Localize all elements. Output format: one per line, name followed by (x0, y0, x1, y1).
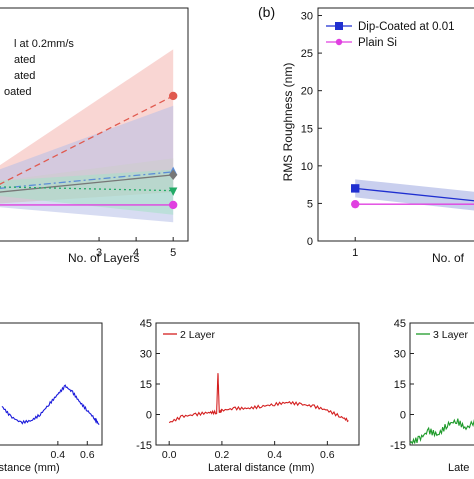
series-3-band (0, 169, 174, 215)
legend-label-2: ated (14, 70, 35, 82)
panel-b-xlabel: No. of (432, 251, 465, 265)
e-y-tick-label-0: -15 (390, 440, 406, 452)
series-b1-marker (351, 199, 360, 209)
legend-label-0: l at 0.2mm/s (14, 38, 74, 50)
panel-a: l at 0.2mm/s ated ated oated 3 4 5 No. of … (0, 7, 189, 265)
d-y-tick-label-0: -15 (136, 440, 152, 452)
d-y-tick-label-2: 15 (140, 379, 152, 391)
b-y-tick-label-5: 25 (301, 48, 313, 60)
series-4-marker (168, 200, 178, 210)
panel-b-letter: (b) (258, 4, 275, 20)
profile-c-line (1, 384, 100, 425)
legend-label-3layer: 3 Layer (433, 329, 469, 341)
b-y-tick-label-2: 10 (301, 161, 313, 173)
d-x-tick-label-0: 0.0 (162, 449, 177, 461)
panel-a-lines (0, 95, 174, 206)
b-y-tick-label-1: 5 (307, 198, 313, 210)
panel-d-ticks: -15 0 15 30 45 0.0 0.2 0.4 0.6 (136, 318, 335, 461)
panel-b-legend: Dip-Coated at 0.01 Plain Si (326, 21, 455, 49)
panel-d-frame (155, 322, 360, 446)
series-3-line (0, 186, 174, 192)
legend-marker-plain (335, 38, 343, 46)
series-1-line (0, 171, 174, 189)
d-y-tick-label-1: 0 (146, 410, 152, 422)
panel-e-frame (409, 322, 474, 446)
panel-a-xlabel: No. of Layers (68, 251, 139, 265)
e-y-tick-label-2: 15 (394, 379, 406, 391)
b-y-tick-label-3: 15 (301, 123, 313, 135)
x-tick-label-0: 3 (96, 247, 102, 259)
b-y-tick-label-6: 30 (301, 11, 313, 23)
legend-marker-dip (335, 22, 343, 30)
b-y-tick-label-4: 20 (301, 86, 313, 98)
d-x-tick-label-3: 0.6 (320, 449, 335, 461)
c-x-tick-label-1: 0.6 (80, 449, 95, 461)
panel-c-xlabel: distance (mm) (0, 462, 60, 474)
panel-e-xlabel: Late (448, 462, 469, 474)
panel-c-frame (0, 322, 103, 446)
x-tick-label-1: 4 (133, 247, 139, 259)
panel-a-ticks: 3 4 5 (96, 237, 176, 259)
series-b0-marker (351, 184, 360, 193)
panel-d-lines (168, 373, 349, 424)
panel-a-bands (0, 49, 174, 223)
e-y-tick-label-1: 0 (400, 410, 406, 422)
series-3-marker (168, 187, 178, 196)
series-0-line (0, 95, 174, 185)
b-x-tick-label-0: 1 (352, 247, 358, 259)
panel-b-ticks: 0 5 10 15 20 25 30 1 (301, 11, 359, 259)
panel-e-legend: 3 Layer (416, 329, 469, 341)
legend-label-1: ated (14, 54, 35, 66)
e-y-tick-label-4: 45 (394, 318, 406, 330)
x-tick-label-2: 5 (170, 247, 176, 259)
d-y-tick-label-4: 45 (140, 318, 152, 330)
legend-label-2layer: 2 Layer (180, 329, 216, 341)
d-y-tick-label-3: 30 (140, 349, 152, 361)
panel-c: 0.4 0.6 distance (mm) (0, 322, 103, 474)
legend-label-3: oated (4, 86, 32, 98)
panel-e-ticks: -15 0 15 30 45 (390, 318, 414, 452)
series-0-marker (168, 91, 178, 101)
panel-a-markers (168, 91, 178, 210)
legend-label-dip: Dip-Coated at 0.01 (358, 21, 455, 33)
series-2-marker (168, 169, 178, 181)
c-x-tick-label-0: 0.4 (51, 449, 66, 461)
panel-d: -15 0 15 30 45 0.0 0.2 0.4 0.6 2 Layer Lateral d… (136, 318, 360, 474)
series-2-line (0, 174, 174, 193)
panel-c-lines (1, 384, 100, 425)
d-x-tick-label-1: 0.2 (215, 449, 230, 461)
panel-b-markers (351, 184, 360, 209)
panel-e-lines (409, 418, 474, 445)
panel-d-legend: 2 Layer (163, 329, 216, 341)
panel-b-ylabel: RMS Roughness (nm) (281, 63, 295, 182)
profile-e-line (409, 418, 474, 445)
d-x-tick-label-2: 0.4 (267, 449, 282, 461)
profile-d-line (168, 373, 349, 424)
panel-d-xlabel: Lateral distance (mm) (208, 462, 314, 474)
panel-c-ticks: 0.4 0.6 (51, 441, 95, 461)
e-y-tick-label-3: 30 (394, 349, 406, 361)
panel-b-lines (355, 187, 474, 205)
panel-a-legend: l at 0.2mm/s ated ated oated (4, 38, 74, 98)
b-y-tick-label-0: 0 (307, 236, 313, 248)
panel-b: (b) 0 5 10 15 20 25 30 1 Dip-Coated at 0.01 Pla… (258, 4, 474, 265)
legend-label-plain: Plain Si (358, 37, 397, 49)
series-b0-line (355, 187, 474, 202)
panel-e: -15 0 15 30 45 3 Layer Late (390, 318, 474, 474)
